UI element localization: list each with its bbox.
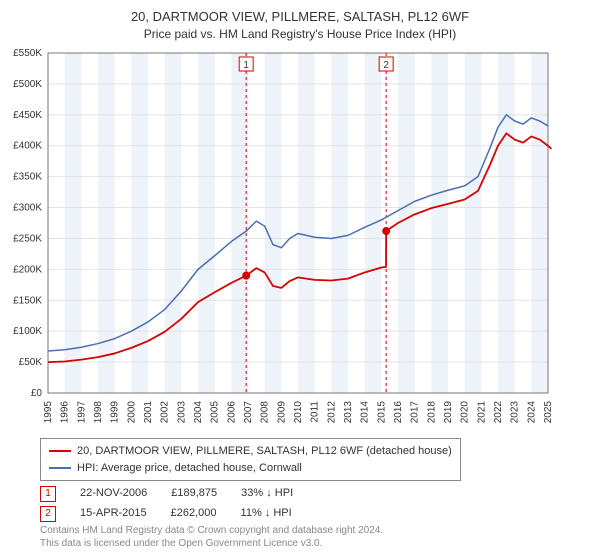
- legend: 20, DARTMOOR VIEW, PILLMERE, SALTASH, PL…: [40, 438, 461, 481]
- svg-text:£150K: £150K: [13, 295, 42, 306]
- svg-text:£250K: £250K: [13, 233, 42, 244]
- sale-price: £262,000: [171, 504, 217, 524]
- sale-marker: 2: [40, 506, 56, 522]
- legend-label: 20, DARTMOOR VIEW, PILLMERE, SALTASH, PL…: [77, 443, 452, 460]
- chart-container: 20, DARTMOOR VIEW, PILLMERE, SALTASH, PL…: [0, 0, 600, 560]
- svg-text:£200K: £200K: [13, 264, 42, 275]
- svg-text:2015: 2015: [376, 401, 387, 423]
- sale-diff: 11% ↓ HPI: [241, 504, 292, 524]
- svg-text:2014: 2014: [360, 401, 371, 423]
- legend-swatch: [49, 450, 71, 452]
- sale-num: 2: [45, 505, 51, 523]
- svg-text:2016: 2016: [393, 401, 404, 423]
- svg-text:2009: 2009: [276, 401, 287, 423]
- svg-text:2011: 2011: [310, 401, 321, 423]
- svg-text:2001: 2001: [143, 401, 154, 423]
- svg-text:£450K: £450K: [13, 110, 42, 121]
- svg-text:£300K: £300K: [13, 203, 42, 214]
- legend-swatch: [49, 467, 71, 469]
- footer-line2: This data is licensed under the Open Gov…: [40, 537, 383, 550]
- svg-text:2021: 2021: [476, 401, 487, 423]
- sale-table: 1 22-NOV-2006 £189,875 33% ↓ HPI 2 15-AP…: [40, 484, 293, 524]
- title-area: 20, DARTMOOR VIEW, PILLMERE, SALTASH, PL…: [0, 0, 600, 43]
- svg-text:1: 1: [243, 60, 249, 71]
- svg-text:2025: 2025: [543, 401, 554, 423]
- svg-text:2017: 2017: [410, 401, 421, 423]
- footer-line1: Contains HM Land Registry data © Crown c…: [40, 524, 383, 537]
- sale-marker: 1: [40, 486, 56, 502]
- sale-row: 1 22-NOV-2006 £189,875 33% ↓ HPI: [40, 484, 293, 504]
- svg-text:2012: 2012: [326, 401, 337, 423]
- svg-text:1998: 1998: [93, 401, 104, 423]
- svg-text:2000: 2000: [126, 401, 137, 423]
- svg-text:2004: 2004: [193, 401, 204, 423]
- sale-diff: 33% ↓ HPI: [241, 484, 293, 504]
- svg-text:2018: 2018: [426, 401, 437, 423]
- price-chart: £0 £50K £100K £150K £200K £250K £300K £350K £400…: [0, 43, 560, 423]
- svg-text:1996: 1996: [60, 401, 71, 423]
- legend-item: HPI: Average price, detached house, Corn…: [49, 460, 452, 477]
- sale-date: 22-NOV-2006: [80, 484, 147, 504]
- svg-text:2007: 2007: [243, 401, 254, 423]
- svg-text:2022: 2022: [493, 401, 504, 423]
- svg-text:£550K: £550K: [13, 48, 42, 59]
- svg-text:£50K: £50K: [19, 357, 43, 368]
- svg-text:1995: 1995: [43, 401, 54, 423]
- svg-text:2010: 2010: [293, 401, 304, 423]
- svg-text:2023: 2023: [510, 401, 521, 423]
- sale-num: 1: [45, 485, 51, 503]
- svg-text:£400K: £400K: [13, 141, 42, 152]
- title-line2: Price paid vs. HM Land Registry's House …: [0, 26, 600, 43]
- svg-text:1997: 1997: [76, 401, 87, 423]
- svg-text:2006: 2006: [226, 401, 237, 423]
- svg-text:2002: 2002: [160, 401, 171, 423]
- svg-text:2: 2: [383, 60, 389, 71]
- legend-label: HPI: Average price, detached house, Corn…: [77, 460, 302, 477]
- svg-text:2019: 2019: [443, 401, 454, 423]
- svg-text:2024: 2024: [526, 401, 537, 423]
- svg-text:£100K: £100K: [13, 326, 42, 337]
- svg-text:2003: 2003: [176, 401, 187, 423]
- title-line1: 20, DARTMOOR VIEW, PILLMERE, SALTASH, PL…: [0, 8, 600, 26]
- svg-text:£350K: £350K: [13, 172, 42, 183]
- sale-row: 2 15-APR-2015 £262,000 11% ↓ HPI: [40, 504, 293, 524]
- sale-price: £189,875: [171, 484, 217, 504]
- legend-item: 20, DARTMOOR VIEW, PILLMERE, SALTASH, PL…: [49, 443, 452, 460]
- svg-text:2013: 2013: [343, 401, 354, 423]
- footer: Contains HM Land Registry data © Crown c…: [40, 524, 383, 550]
- svg-text:2020: 2020: [460, 401, 471, 423]
- sale-date: 15-APR-2015: [80, 504, 147, 524]
- svg-text:1999: 1999: [110, 401, 121, 423]
- svg-text:2008: 2008: [260, 401, 271, 423]
- svg-text:£500K: £500K: [13, 79, 42, 90]
- svg-text:£0: £0: [31, 388, 43, 399]
- svg-text:2005: 2005: [210, 401, 221, 423]
